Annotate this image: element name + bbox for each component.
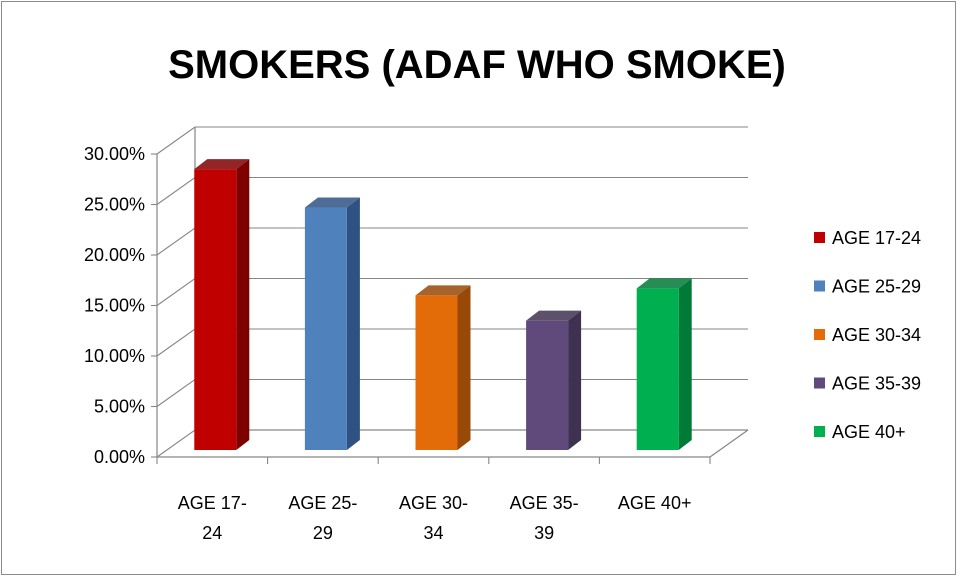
floor-right-edge	[709, 429, 749, 458]
y-tick-label: 30.00%	[84, 144, 145, 164]
bar-top-face	[304, 197, 360, 208]
bar-top-face	[636, 278, 692, 289]
bar-age-30-34	[415, 285, 471, 450]
bar-front-face	[194, 169, 237, 450]
legend-label: AGE 17-24	[832, 228, 921, 248]
gridline	[156, 126, 748, 155]
bar-side-face	[678, 278, 692, 450]
x-category-label: AGE 35-39	[510, 493, 579, 543]
bar-age-25-29	[304, 197, 360, 450]
bar-age-35-39	[526, 310, 582, 450]
legend-label: AGE 35-39	[832, 374, 921, 394]
legend-label: AGE 30-34	[832, 325, 921, 345]
x-category-label: AGE 25-29	[288, 493, 357, 543]
y-tick-label: 25.00%	[84, 195, 145, 215]
y-tick-label: 5.00%	[94, 397, 145, 417]
legend-swatch	[814, 377, 825, 389]
legend-swatch	[814, 329, 825, 340]
bar-top-face	[194, 159, 250, 170]
bar-front-face	[415, 295, 458, 450]
x-category-label: AGE 17-24	[178, 493, 247, 543]
bar-side-face	[236, 159, 250, 450]
bar-side-face	[457, 285, 471, 450]
bar-front-face	[636, 288, 679, 450]
legend-swatch	[814, 280, 825, 292]
bar-age-17-24	[194, 159, 250, 450]
x-category-label: AGE 40+	[618, 493, 692, 513]
x-axis-category-labels: AGE 17-24 AGE 25-29 AGE 30-34 AGE 35-39 AGE …	[178, 493, 692, 543]
y-tick-label: 20.00%	[84, 245, 145, 265]
bar-side-face	[346, 197, 360, 450]
y-axis-tick-labels: 0.00% 5.00% 10.00% 15.00% 20.00% 25.00% 30.00%	[84, 144, 145, 467]
legend-swatch	[814, 426, 825, 437]
bar-side-face	[568, 310, 582, 450]
y-tick-label: 15.00%	[84, 296, 145, 316]
legend: AGE 17-24 AGE 25-29 AGE 30-34 AGE 35-39 AGE …	[814, 228, 921, 442]
bar-top-face	[526, 310, 582, 321]
y-tick-label: 0.00%	[94, 447, 145, 467]
bar-age-40-	[636, 278, 692, 450]
chart-title: SMOKERS (ADAF WHO SMOKE)	[168, 43, 786, 87]
x-category-label: AGE 30-34	[399, 493, 468, 543]
legend-swatch	[814, 232, 825, 243]
legend-label: AGE 25-29	[832, 277, 921, 297]
bar-front-face	[304, 207, 347, 450]
bar-top-face	[415, 285, 471, 296]
legend-label: AGE 40+	[832, 422, 906, 442]
bar-front-face	[526, 320, 569, 450]
y-tick-label: 10.00%	[84, 346, 145, 366]
bars	[194, 159, 692, 450]
